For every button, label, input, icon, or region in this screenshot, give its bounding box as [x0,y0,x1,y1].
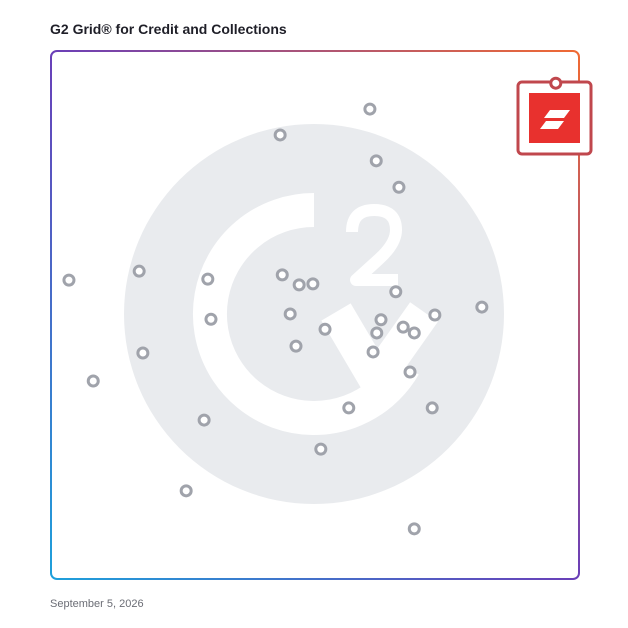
data-point [292,278,306,292]
data-point [273,128,287,142]
data-point [396,320,410,334]
data-point [366,345,380,359]
data-point [86,374,100,388]
data-point [283,307,297,321]
data-point [363,102,377,116]
data-point [342,401,356,415]
data-point [389,285,403,299]
data-point [403,365,417,379]
data-point [289,339,303,353]
data-point [136,346,150,360]
data-point [425,401,439,415]
data-point [549,76,563,90]
data-point [179,484,193,498]
data-point [475,300,489,314]
g2-watermark [124,124,504,504]
data-point [306,277,320,291]
data-point [374,313,388,327]
data-point [407,522,421,536]
data-point [392,180,406,194]
data-point [197,413,211,427]
data-point [318,322,332,336]
chart-title: G2 Grid® for Credit and Collections [50,21,287,37]
data-point [314,442,328,456]
data-point [201,272,215,286]
data-point [369,154,383,168]
data-point [428,308,442,322]
highlight-badge [516,80,593,156]
data-point [407,326,421,340]
data-point [132,264,146,278]
data-point [204,312,218,326]
data-point [62,273,76,287]
chart-date: September 5, 2026 [50,598,144,610]
data-point [370,326,384,340]
data-point [275,268,289,282]
